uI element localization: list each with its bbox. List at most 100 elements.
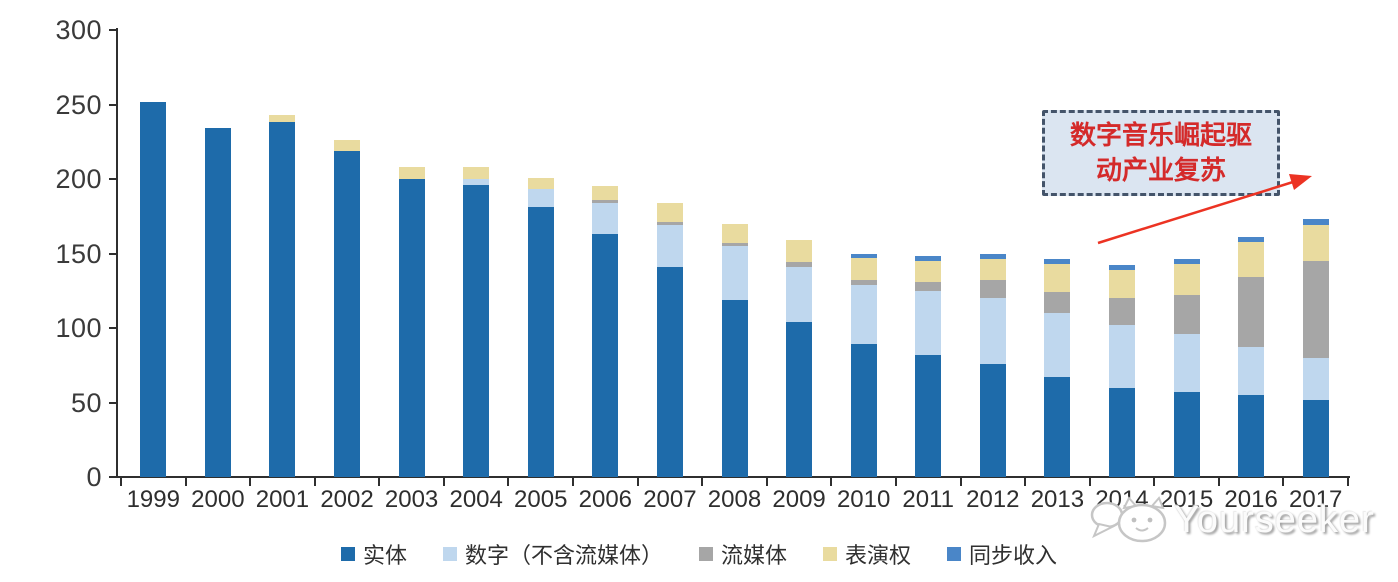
bar-2014-segment-streaming	[1108, 298, 1135, 325]
y-axis-tick-mark	[109, 252, 118, 255]
bar-2016-segment-streaming	[1238, 277, 1265, 348]
bar-2010-segment-physical	[850, 344, 877, 477]
x-axis-tick-mark	[120, 478, 122, 486]
x-axis-label-2009: 2009	[772, 486, 826, 513]
bar-2017-segment-streaming	[1302, 260, 1329, 358]
x-axis-label-2012: 2012	[966, 486, 1020, 513]
bar-2002-segment-performance-rights	[334, 140, 361, 151]
x-axis-tick-mark	[830, 478, 833, 486]
x-axis-tick-mark	[701, 478, 704, 486]
x-axis-label-2000: 2000	[191, 486, 245, 513]
legend-swatch-digital-excl-streaming	[442, 547, 457, 561]
bar-2011-segment-digital-excl-streaming	[915, 290, 942, 355]
bar-2008-segment-performance-rights	[721, 223, 748, 244]
y-axis-tick-label: 0	[86, 462, 102, 492]
y-axis-tick-label: 150	[55, 238, 102, 269]
bar-2013-segment-physical	[1044, 377, 1071, 477]
x-axis-tick-mark	[959, 478, 962, 486]
x-axis-label-1999: 1999	[126, 486, 180, 513]
bar-2017-segment-digital-excl-streaming	[1302, 357, 1329, 400]
bar-2010-segment-sync-revenue	[850, 253, 877, 258]
bar-2005-segment-digital-excl-streaming	[527, 189, 554, 208]
x-axis-label-2007: 2007	[643, 486, 697, 513]
x-axis-tick-mark	[572, 478, 575, 486]
x-axis-label-2004: 2004	[449, 486, 503, 513]
bar-2016-segment-digital-excl-streaming	[1238, 347, 1265, 396]
legend-label-streaming: 流媒体	[720, 543, 787, 568]
x-axis-tick-mark	[1217, 478, 1220, 486]
x-axis-label-2013: 2013	[1030, 486, 1085, 513]
bar-2007-segment-physical	[656, 266, 683, 477]
x-axis-label-2017: 2017	[1289, 486, 1343, 513]
bar-2009-segment-performance-rights	[786, 240, 813, 263]
bar-2005-segment-performance-rights	[527, 177, 554, 190]
annotation-text-line2: 动产业复苏	[1095, 156, 1226, 185]
bar-2008-segment-streaming	[721, 243, 748, 247]
bar-2001-segment-physical	[269, 122, 296, 477]
bar-2007-segment-digital-excl-streaming	[656, 225, 683, 267]
bar-2013-segment-streaming	[1044, 292, 1071, 314]
annotation-text-line1: 数字音乐崛起驱	[1069, 121, 1252, 150]
x-axis-label-2010: 2010	[836, 486, 891, 513]
x-axis-label-2002: 2002	[320, 486, 374, 513]
bar-2012-segment-physical	[979, 363, 1006, 477]
x-axis-tick-mark	[1282, 478, 1285, 486]
bar-2009-segment-physical	[786, 322, 813, 477]
bar-2010-segment-digital-excl-streaming	[850, 284, 877, 345]
bar-2014-segment-sync-revenue	[1108, 265, 1135, 270]
x-axis-tick-mark	[1153, 478, 1156, 486]
bar-2004-segment-digital-excl-streaming	[463, 179, 490, 185]
legend-label-physical: 实体	[362, 543, 407, 568]
bar-2015-segment-performance-rights	[1173, 263, 1200, 296]
yourseeker-logo-icon	[1090, 496, 1167, 543]
y-axis-tick-label: 100	[55, 313, 102, 343]
y-axis-tick-mark	[109, 327, 118, 329]
y-axis-tick-label: 300	[55, 15, 102, 45]
bar-2008-segment-digital-excl-streaming	[721, 246, 748, 300]
x-axis-tick-mark	[1347, 478, 1349, 486]
bar-2015-segment-streaming	[1173, 295, 1200, 334]
bar-1999-segment-physical	[140, 101, 167, 477]
y-axis-tick-mark	[109, 401, 118, 404]
legend-label-digital-excl-streaming: 数字（不含流媒体）	[464, 543, 663, 568]
bar-2012-segment-digital-excl-streaming	[979, 298, 1006, 364]
annotation-callout: 数字音乐崛起驱 动产业复苏	[1042, 110, 1280, 196]
x-axis-tick-mark	[378, 478, 381, 486]
x-axis-tick-mark	[765, 478, 768, 486]
bar-2015-segment-digital-excl-streaming	[1173, 333, 1200, 393]
x-axis-tick-mark	[507, 478, 510, 486]
bar-2016-segment-performance-rights	[1238, 241, 1265, 278]
bar-2012-segment-streaming	[979, 280, 1006, 299]
x-axis-tick-mark	[249, 478, 252, 486]
bar-2004-segment-physical	[463, 184, 490, 477]
x-axis-label-2011: 2011	[902, 486, 955, 513]
bar-2013-segment-performance-rights	[1044, 263, 1071, 293]
bar-2014-segment-physical	[1108, 387, 1135, 477]
bar-2015-segment-physical	[1173, 392, 1200, 477]
legend-label-sync-revenue: 同步收入	[969, 543, 1058, 568]
y-axis-tick-label: 200	[55, 164, 102, 194]
bar-2013-segment-digital-excl-streaming	[1044, 313, 1071, 378]
watermark: Yourseeker	[1086, 494, 1375, 546]
y-axis-tick-label: 250	[55, 89, 102, 120]
x-axis-label-2006: 2006	[578, 486, 633, 513]
bar-2008-segment-physical	[721, 299, 748, 477]
bar-2011-segment-performance-rights	[915, 260, 942, 282]
y-axis-tick-mark	[109, 29, 118, 31]
bar-2015-segment-sync-revenue	[1173, 259, 1200, 264]
x-axis-tick-mark	[442, 478, 445, 486]
x-axis-tick-mark	[184, 478, 187, 486]
x-axis-label-2008: 2008	[707, 486, 762, 513]
legend-swatch-streaming	[698, 547, 713, 561]
bar-2006-segment-performance-rights	[592, 186, 619, 200]
x-axis-label-2003: 2003	[384, 486, 439, 513]
y-axis-tick-label: 50	[70, 387, 102, 418]
bar-2009-segment-streaming	[786, 262, 813, 267]
x-axis-label-2005: 2005	[514, 486, 568, 513]
bar-2009-segment-digital-excl-streaming	[786, 266, 813, 323]
bar-2016-segment-physical	[1238, 395, 1265, 477]
legend-item-physical: 实体	[340, 538, 407, 570]
bar-2011-segment-physical	[915, 354, 942, 477]
legend-label-performance-rights: 表演权	[845, 543, 912, 568]
